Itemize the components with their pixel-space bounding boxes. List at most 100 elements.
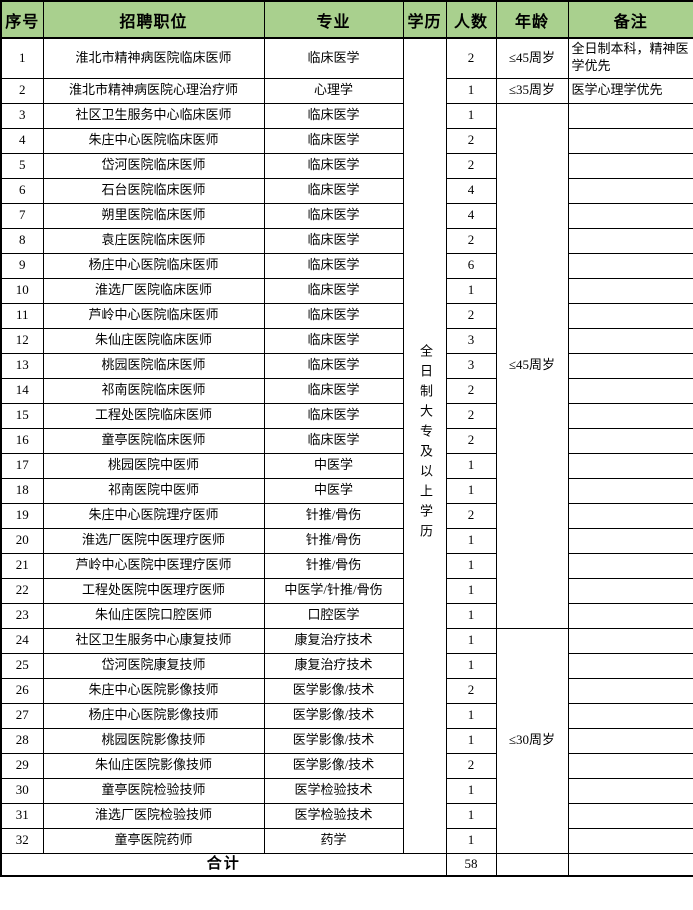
note-cell: [567, 177, 693, 204]
note-cell: [567, 202, 693, 229]
table-row: 15 工程处医院临床医师 临床医学 2: [0, 402, 693, 429]
row-number-cell: 13: [0, 352, 44, 379]
table-row: 8 袁庄医院临床医师 临床医学 2: [0, 227, 693, 254]
count-cell: 1: [445, 652, 497, 679]
note-cell: [567, 802, 693, 829]
major-cell: 临床医学: [263, 377, 404, 404]
table-footer: 合计 58: [0, 852, 693, 877]
note-cell: [567, 777, 693, 804]
row-number-cell: 24: [0, 627, 44, 654]
major-cell: 临床医学: [263, 177, 404, 204]
position-cell: 朱仙庄医院影像技师: [42, 752, 265, 779]
note-cell: 医学心理学优先: [567, 77, 693, 104]
table-row: 27 杨庄中心医院影像技师 医学影像/技术 1: [0, 702, 693, 729]
row-number-cell: 25: [0, 652, 44, 679]
position-cell: 社区卫生服务中心康复技师: [42, 627, 265, 654]
major-cell: 医学检验技术: [263, 802, 404, 829]
major-cell: 临床医学: [263, 302, 404, 329]
major-cell: 康复治疗技术: [263, 627, 404, 654]
note-cell: 全日制本科，精神医学优先: [567, 37, 693, 79]
count-cell: 2: [445, 427, 497, 454]
note-cell: [567, 152, 693, 179]
major-cell: 中医学: [263, 477, 404, 504]
table-row: 23 朱仙庄医院口腔医师 口腔医学 1: [0, 602, 693, 629]
note-cell: [567, 327, 693, 354]
major-cell: 临床医学: [263, 102, 404, 129]
note-cell: [567, 502, 693, 529]
row-number-cell: 6: [0, 177, 44, 204]
table-row: 4 朱庄中心医院临床医师 临床医学 2: [0, 127, 693, 154]
count-cell: 1: [445, 802, 497, 829]
row-number-cell: 27: [0, 702, 44, 729]
position-cell: 淮北市精神病医院临床医师: [42, 37, 265, 79]
table-row: 20 淮选厂医院中医理疗医师 针推/骨伤 1: [0, 527, 693, 554]
total-label: 合计: [0, 852, 447, 877]
note-cell: [567, 277, 693, 304]
position-cell: 童亭医院检验技师: [42, 777, 265, 804]
note-cell: [567, 127, 693, 154]
row-number-cell: 19: [0, 502, 44, 529]
recruitment-table-sheet: 序号 招聘职位 专业 学历 人数 年龄 备注 1 淮北市精神病医院临床医师临床医学…: [0, 0, 693, 877]
position-cell: 杨庄中心医院影像技师: [42, 702, 265, 729]
major-cell: 临床医学: [263, 277, 404, 304]
total-note-empty-cell: [567, 852, 693, 877]
table-row: 10 淮选厂医院临床医师 临床医学 1: [0, 277, 693, 304]
note-cell: [567, 602, 693, 629]
row-number-cell: 7: [0, 202, 44, 229]
position-cell: 朱仙庄医院口腔医师: [42, 602, 265, 629]
table-row: 12 朱仙庄医院临床医师 临床医学 3: [0, 327, 693, 354]
count-cell: 1: [445, 452, 497, 479]
major-cell: 临床医学: [263, 327, 404, 354]
major-cell: 医学影像/技术: [263, 702, 404, 729]
table-row: 9 杨庄中心医院临床医师 临床医学 6: [0, 252, 693, 279]
major-cell: 医学检验技术: [263, 777, 404, 804]
major-cell: 医学影像/技术: [263, 677, 404, 704]
position-cell: 朱庄中心医院临床医师: [42, 127, 265, 154]
row-number-cell: 23: [0, 602, 44, 629]
total-row: 合计 58: [0, 852, 693, 877]
position-cell: 朔里医院临床医师: [42, 202, 265, 229]
column-header-major: 专业: [263, 0, 404, 39]
column-header-note: 备注: [567, 0, 693, 39]
position-cell: 工程处医院中医理疗医师: [42, 577, 265, 604]
count-cell: 1: [445, 277, 497, 304]
count-cell: 1: [445, 777, 497, 804]
note-cell: [567, 227, 693, 254]
header-row: 序号 招聘职位 专业 学历 人数 年龄 备注: [0, 0, 693, 39]
row-number-cell: 30: [0, 777, 44, 804]
row-number-cell: 4: [0, 127, 44, 154]
position-cell: 朱庄中心医院影像技师: [42, 677, 265, 704]
major-cell: 临床医学: [263, 427, 404, 454]
count-cell: 2: [445, 402, 497, 429]
count-cell: 1: [445, 702, 497, 729]
major-cell: 临床医学: [263, 127, 404, 154]
row-number-cell: 8: [0, 227, 44, 254]
position-cell: 童亭医院药师: [42, 827, 265, 854]
table-row: 22 工程处医院中医理疗医师 中医学/针推/骨伤 1: [0, 577, 693, 604]
count-cell: 3: [445, 352, 497, 379]
position-cell: 社区卫生服务中心临床医师: [42, 102, 265, 129]
age-merged-cell: ≤30周岁: [495, 627, 569, 854]
note-cell: [567, 452, 693, 479]
table-body: 1 淮北市精神病医院临床医师 临床医学 全日制大专及以上学历 2 ≤45周岁 全日制本科，精…: [0, 37, 693, 854]
major-cell: 临床医学: [263, 152, 404, 179]
row-number-cell: 28: [0, 727, 44, 754]
count-cell: 4: [445, 202, 497, 229]
note-cell: [567, 102, 693, 129]
count-cell: 1: [445, 577, 497, 604]
count-cell: 1: [445, 527, 497, 554]
position-cell: 祁南医院中医师: [42, 477, 265, 504]
column-header-no: 序号: [0, 0, 44, 39]
column-header-position: 招聘职位: [42, 0, 265, 39]
count-cell: 4: [445, 177, 497, 204]
count-cell: 1: [445, 552, 497, 579]
table-row: 1 淮北市精神病医院临床医师 临床医学 全日制大专及以上学历 2 ≤45周岁 全日制本科，精…: [0, 37, 693, 854]
major-cell: 药学: [263, 827, 404, 854]
major-cell: 中医学: [263, 452, 404, 479]
row-number-cell: 17: [0, 452, 44, 479]
note-cell: [567, 427, 693, 454]
recruitment-table: 序号 招聘职位 专业 学历 人数 年龄 备注 1 淮北市精神病医院临床医师临床医学…: [0, 0, 693, 877]
position-cell: 芦岭中心医院临床医师: [42, 302, 265, 329]
position-cell: 朱庄中心医院理疗医师: [42, 502, 265, 529]
position-cell: 杨庄中心医院临床医师: [42, 252, 265, 279]
